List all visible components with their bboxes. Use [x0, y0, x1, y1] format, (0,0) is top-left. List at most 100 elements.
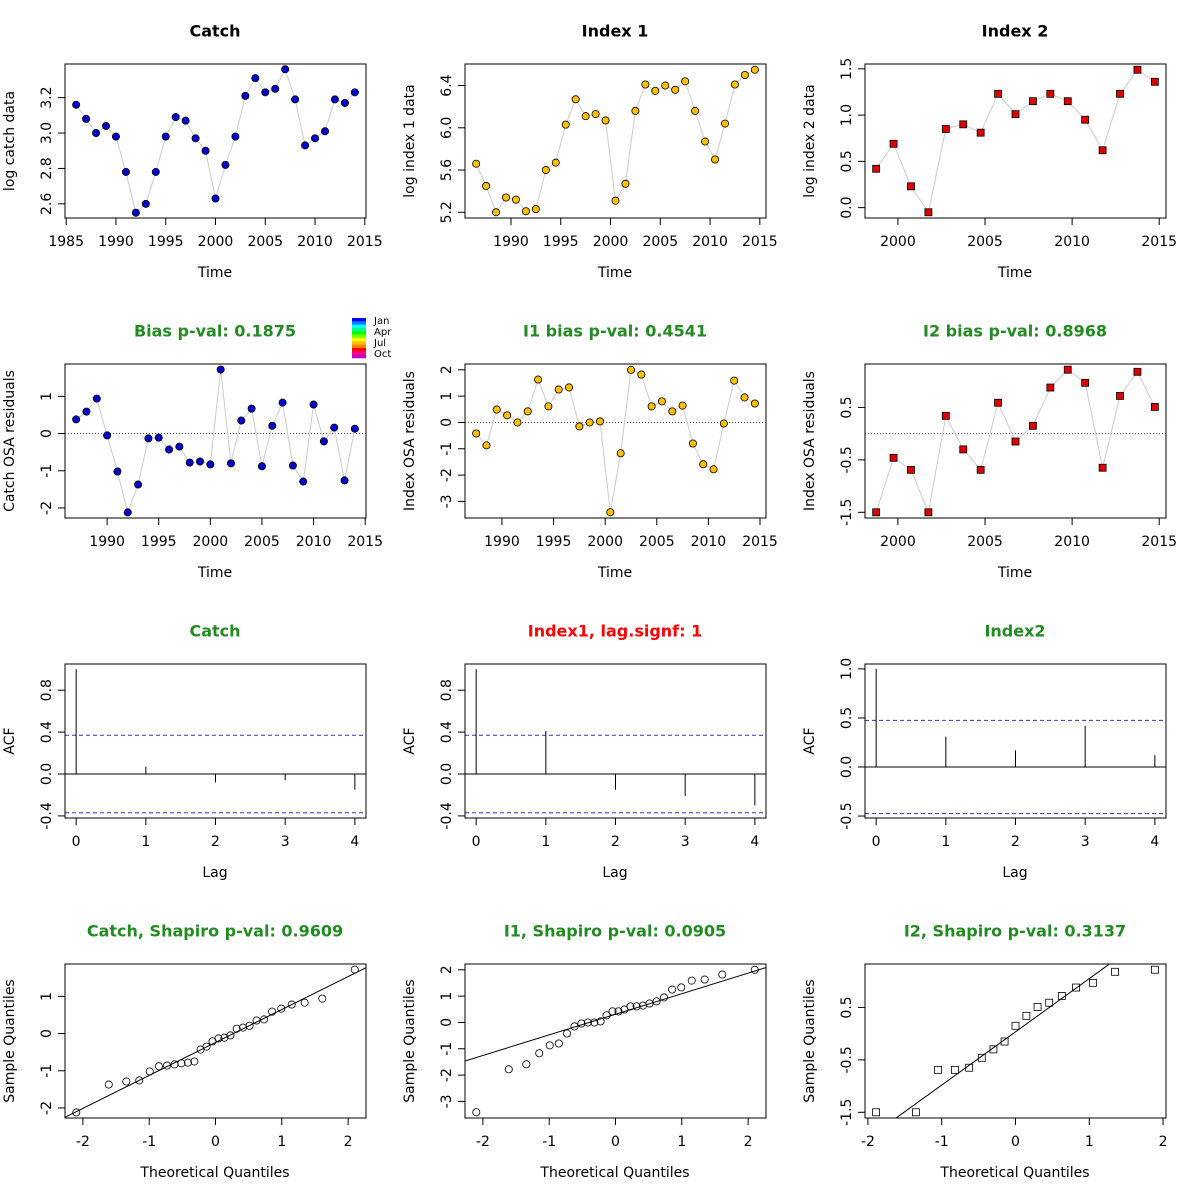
point	[912, 1108, 920, 1117]
point	[330, 95, 339, 104]
point	[688, 439, 697, 448]
point	[278, 398, 287, 407]
point	[503, 411, 512, 420]
x-axis-label: Time	[197, 565, 232, 581]
x-tick-label: -1	[142, 1134, 156, 1150]
x-tick-label: 0	[872, 834, 881, 850]
point	[647, 402, 656, 411]
point	[502, 193, 511, 202]
x-tick-label: 3	[1081, 834, 1090, 850]
point	[1081, 115, 1090, 124]
point	[72, 415, 81, 424]
point	[299, 477, 308, 486]
point	[709, 465, 718, 474]
point	[1045, 998, 1054, 1007]
x-tick-label: 1995	[141, 534, 177, 550]
y-axis-label: ACF	[2, 727, 18, 754]
point	[162, 1061, 171, 1070]
point	[268, 1007, 277, 1016]
x-axis-label: Theoretical Quantiles	[539, 1165, 689, 1181]
point	[206, 460, 215, 469]
x-tick-label: 2	[1011, 834, 1020, 850]
legend-swatch	[352, 321, 366, 325]
point	[976, 128, 985, 137]
x-tick-label: 2	[344, 1134, 353, 1150]
qq-line	[65, 967, 366, 1118]
point	[151, 167, 160, 176]
point	[92, 129, 101, 138]
point	[221, 160, 230, 169]
point	[472, 429, 481, 438]
point	[718, 970, 727, 979]
plot-frame	[864, 363, 1167, 519]
point	[1116, 89, 1124, 98]
point	[340, 98, 349, 107]
y-tick-label: 0.5	[839, 396, 855, 418]
y-tick-label: 0.0	[439, 763, 455, 785]
x-tick-label: 3	[681, 834, 690, 850]
point	[504, 1065, 513, 1074]
point	[661, 81, 670, 90]
point	[889, 139, 898, 148]
point	[596, 1017, 605, 1026]
point	[145, 1067, 154, 1076]
point	[226, 1031, 235, 1040]
y-axis-label: Catch OSA residuals	[2, 370, 18, 512]
point	[104, 1080, 113, 1089]
point	[1029, 97, 1037, 106]
panel: Index 2 Time log index 2 data 2000 2005 2010 2…	[802, 22, 1177, 282]
point	[482, 181, 491, 190]
point	[92, 394, 101, 403]
point	[608, 1007, 617, 1016]
y-tick-label: 2.6	[39, 193, 55, 215]
point	[226, 459, 235, 468]
point	[621, 179, 630, 188]
x-tick-label: 0	[472, 834, 481, 850]
point	[544, 402, 553, 411]
point	[583, 1018, 592, 1027]
y-axis-label: Sample Quantiles	[2, 979, 18, 1102]
point	[350, 88, 359, 97]
point	[951, 1065, 959, 1074]
y-tick-label: -0.5	[839, 446, 855, 473]
point	[730, 80, 739, 89]
point	[626, 365, 635, 374]
y-tick-label: -2	[39, 501, 55, 515]
plot-frame	[64, 363, 367, 519]
y-tick-label: -0.5	[839, 802, 855, 829]
panel-title: Bias p-val: 0.1875	[134, 322, 296, 341]
point	[872, 164, 881, 173]
y-tick-label: -1.5	[839, 1099, 855, 1126]
point	[601, 116, 610, 125]
legend-swatch	[352, 338, 366, 342]
point	[288, 461, 297, 470]
point	[251, 74, 260, 83]
x-tick-label: 2010	[297, 234, 333, 250]
y-tick-label: 3.2	[39, 86, 55, 108]
point	[144, 434, 153, 443]
x-tick-label: 4	[750, 834, 759, 850]
point	[711, 155, 720, 164]
x-tick-label: 0	[611, 1134, 620, 1150]
point	[319, 437, 328, 446]
point	[1029, 421, 1037, 430]
x-tick-label: 2015	[1141, 234, 1177, 250]
x-tick-label: 2000	[193, 534, 229, 550]
point	[596, 417, 605, 426]
point	[570, 1022, 579, 1031]
point	[641, 80, 650, 89]
panel: Catch Lag ACF 0 1 2 3 4 -0.4 0.0 0.4 0.8	[2, 622, 367, 881]
point	[614, 1007, 623, 1016]
point	[521, 207, 530, 216]
point	[102, 121, 111, 130]
y-tick-label: 0.5	[839, 150, 855, 172]
x-tick-label: -2	[76, 1134, 90, 1150]
point	[740, 70, 749, 79]
y-tick-label: -1	[39, 1064, 55, 1078]
point	[154, 433, 163, 442]
point	[959, 445, 968, 454]
point	[699, 460, 708, 469]
point	[201, 146, 210, 155]
y-tick-label: 1	[39, 992, 55, 1001]
